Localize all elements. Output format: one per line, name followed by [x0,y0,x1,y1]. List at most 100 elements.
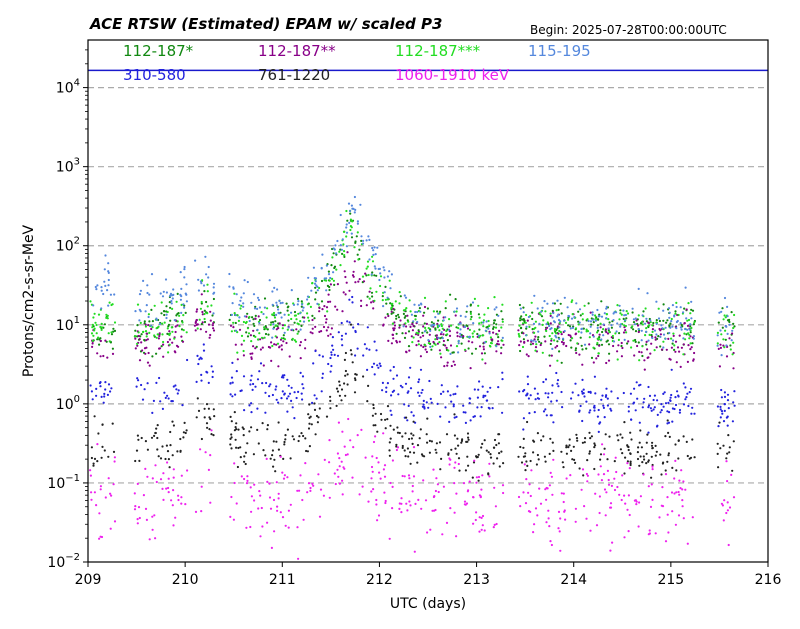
data-point [597,430,600,433]
data-point [542,380,545,384]
data-point [350,236,354,239]
data-point [156,333,159,336]
data-point [243,315,246,318]
data-point [260,311,263,314]
data-point [111,347,114,350]
data-point [675,491,678,494]
data-point [687,344,690,347]
data-point [327,270,330,273]
data-point [372,249,375,252]
data-point [588,452,591,455]
data-point [621,452,624,455]
data-point [354,281,357,284]
data-point [478,494,481,497]
data-point [238,303,241,306]
data-point [645,452,648,455]
data-point [281,516,285,519]
data-point [90,446,93,449]
data-point [155,480,158,484]
data-point [608,321,611,324]
data-point [306,303,309,306]
data-point [194,329,197,332]
data-point [455,492,458,495]
data-point [591,313,594,316]
data-point [375,349,378,352]
data-point [320,266,323,270]
data-point [720,388,723,392]
data-point [197,289,200,292]
data-point [621,436,624,439]
data-point [154,537,157,540]
data-point [581,312,584,315]
data-point [421,454,424,457]
data-point [291,406,294,409]
data-point [202,349,206,352]
data-point [596,326,599,329]
data-point [229,393,232,396]
data-point [206,283,209,286]
data-point [212,297,215,301]
data-point [653,394,657,397]
data-point [605,305,608,308]
data-point [726,399,730,402]
data-point [162,290,165,293]
data-point [435,442,438,445]
data-point [112,450,116,453]
data-point [641,406,644,409]
data-point [622,331,626,334]
data-point [534,346,538,349]
data-point [107,383,111,386]
data-point [362,280,366,283]
data-point [623,319,627,322]
data-point [496,457,499,460]
data-point [334,244,337,247]
data-point [649,319,652,322]
data-point [458,469,461,472]
data-point [685,308,688,311]
data-point [534,340,537,343]
data-point [479,496,482,499]
data-point [529,394,532,397]
data-point [252,318,255,321]
x-axis-ticks: 209 210 211 212 213 214 215 216 [75,562,782,588]
data-point [647,485,650,488]
data-point [329,395,332,398]
data-point [412,446,416,449]
data-point [136,342,139,345]
data-point [480,488,483,491]
data-point [619,323,622,326]
x-tick-label-216: 216 [755,572,782,588]
data-point [200,437,203,441]
data-point [375,503,378,506]
data-point [207,323,211,326]
data-point [138,308,141,311]
data-point [287,384,290,387]
data-point [561,406,564,409]
data-point [518,344,521,347]
data-point [486,390,489,393]
data-point [581,318,584,321]
data-point [476,455,479,459]
data-point [730,473,733,476]
data-point [430,348,433,351]
data-point [200,379,203,382]
data-point [140,436,143,440]
data-point [228,318,231,321]
data-point [429,345,432,348]
data-point [273,343,276,346]
data-point [530,339,533,342]
data-point [346,219,349,222]
data-point [365,347,368,350]
data-point [463,325,466,329]
data-point [518,303,522,307]
data-point [300,392,303,395]
data-point [671,466,674,469]
data-point [155,352,158,355]
data-point [557,527,560,530]
data-point [171,420,174,423]
data-point [335,252,338,255]
data-point [574,327,578,330]
data-point [371,455,374,458]
legend-entry-2: 112-187*** [395,42,481,60]
data-point [332,279,335,282]
